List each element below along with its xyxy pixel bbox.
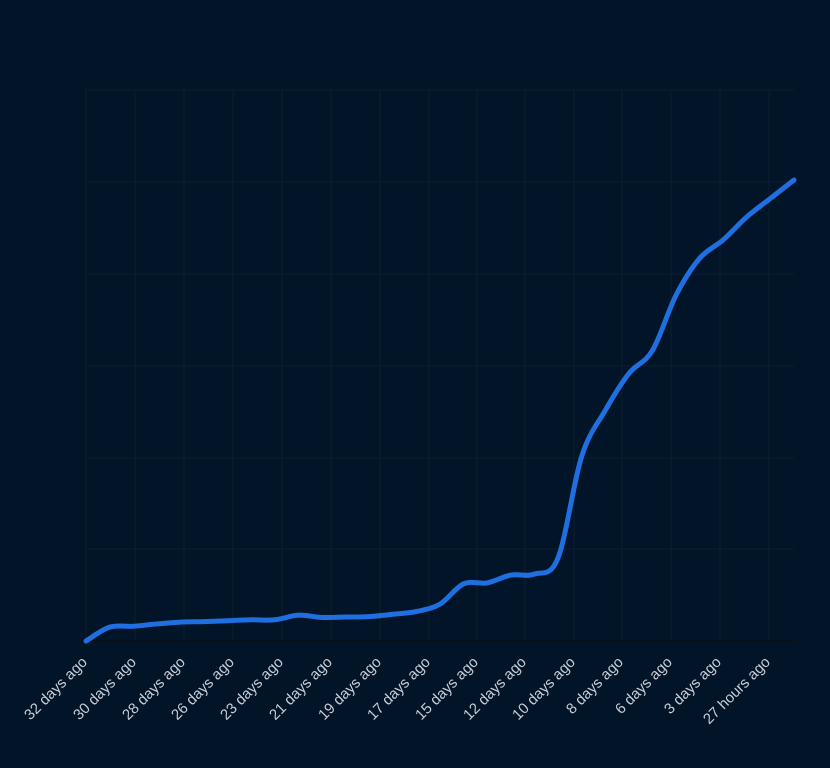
chart-series — [83, 177, 797, 644]
chart-grid — [85, 89, 794, 641]
series-line-0 — [83, 177, 797, 644]
